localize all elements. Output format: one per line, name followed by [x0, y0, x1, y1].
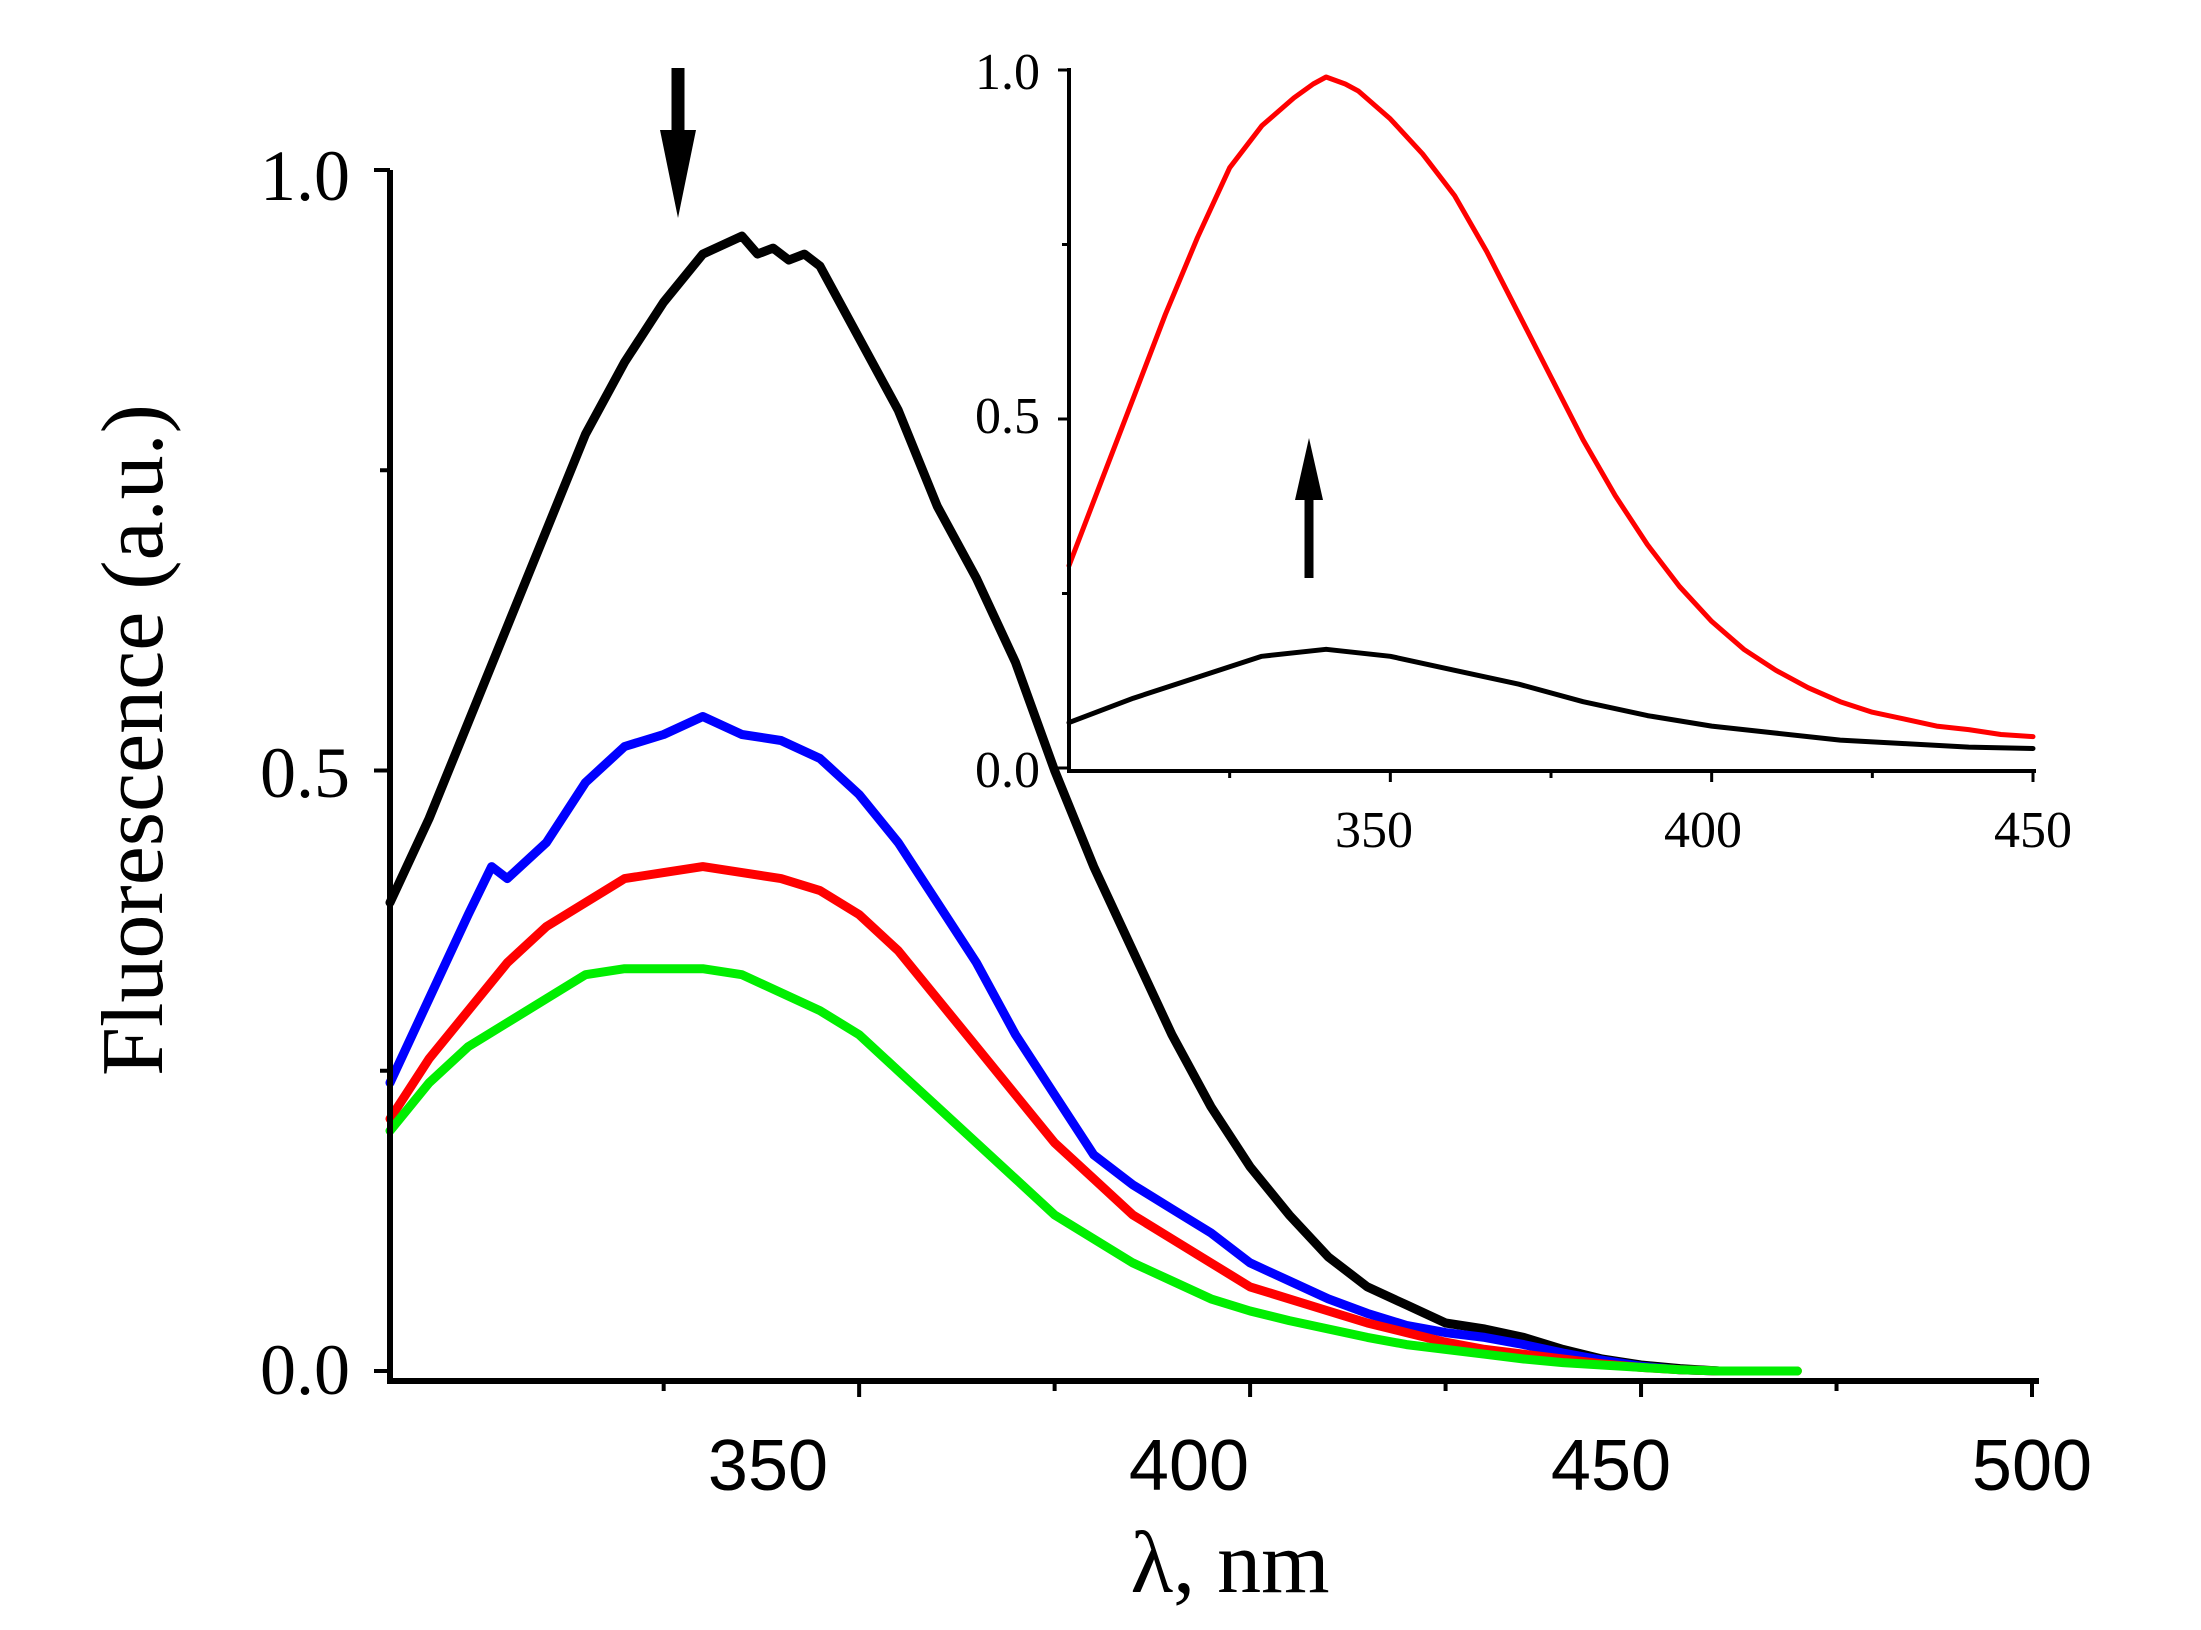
main-y-axis-label: Fluorescence (a.u.)	[85, 404, 182, 1076]
inset-up-arrow-head	[1295, 438, 1323, 500]
main-xtick-label-400: 400	[1129, 1426, 1249, 1506]
inset-ticks	[1058, 68, 2035, 782]
inset-series-group	[1066, 55, 2069, 771]
main-xtick-label-450: 450	[1551, 1426, 1671, 1506]
inset-ytick-label-05: 0.5	[975, 388, 1040, 445]
main-down-arrow	[660, 68, 696, 218]
main-ytick-label-1: 1.0	[260, 136, 350, 216]
inset-chart: 1.0 0.5 0.0 350 400 450	[975, 44, 2072, 859]
inset-ytick-label-0: 0.0	[975, 742, 1040, 799]
main-series-red	[385, 862, 1802, 1376]
inset-xtick-label-350: 350	[1335, 802, 1413, 859]
main-down-arrow-head	[660, 130, 696, 218]
inset-ytick-label-1: 1.0	[975, 44, 1040, 101]
main-chart: 1.0 0.5 0.0 350 400 450 500 λ, nm Fluore…	[85, 68, 2092, 1612]
main-x-axis-label: λ, nm	[1130, 1515, 1329, 1612]
inset-series-black	[1066, 646, 2036, 751]
main-series-blue	[385, 712, 1724, 1376]
main-ticks	[374, 168, 2034, 1397]
main-xtick-label-350: 350	[708, 1426, 828, 1506]
main-series-black	[385, 231, 1724, 1376]
inset-series-red	[1066, 74, 2036, 740]
inset-xtick-label-400: 400	[1664, 802, 1742, 859]
main-ytick-label-05: 0.5	[260, 733, 350, 813]
main-series-green	[385, 964, 1802, 1376]
main-xtick-label-500: 500	[1972, 1426, 2092, 1506]
inset-up-arrow	[1295, 438, 1323, 578]
inset-xtick-label-450: 450	[1994, 802, 2072, 859]
main-series-group	[385, 231, 1802, 1376]
main-ytick-label-0: 0.0	[260, 1330, 350, 1410]
